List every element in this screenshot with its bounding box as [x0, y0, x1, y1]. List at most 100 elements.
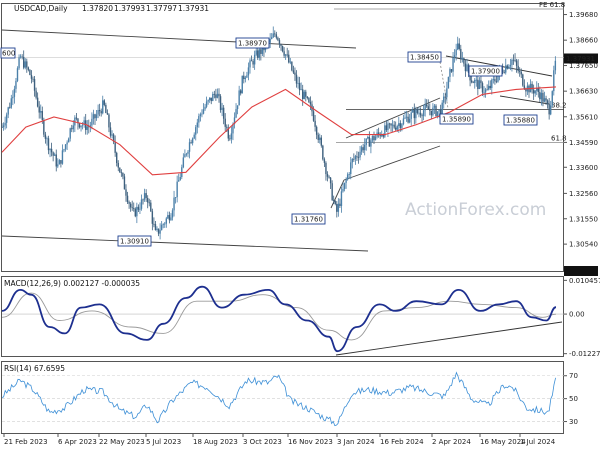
candle-body	[27, 67, 30, 70]
candle-body	[460, 48, 462, 60]
candle-body	[246, 75, 248, 78]
candle-body	[235, 109, 237, 118]
candle-body	[29, 69, 31, 75]
candle-body	[515, 60, 518, 66]
candle-body	[413, 109, 415, 119]
candle-body	[351, 158, 353, 163]
candle-body	[302, 89, 304, 99]
candle-body	[201, 113, 203, 115]
candle-body	[298, 82, 301, 91]
candle-body	[505, 65, 507, 73]
candle-body	[286, 54, 288, 56]
candle-body	[40, 111, 42, 113]
candle-body	[370, 140, 372, 147]
candle-body	[247, 67, 250, 76]
candle-body	[83, 120, 85, 125]
candle-body	[292, 70, 295, 73]
candle-body	[112, 134, 115, 142]
candle-body	[114, 141, 116, 153]
candle-body	[543, 98, 546, 102]
candle-body	[212, 93, 214, 101]
upper-channel-line	[1, 29, 357, 49]
candle-body	[66, 142, 68, 145]
candle-body	[427, 106, 429, 110]
candle-body	[88, 126, 90, 128]
candle-body	[30, 74, 33, 79]
candle-body	[12, 96, 14, 99]
candle-body	[359, 151, 361, 158]
candle-body	[405, 116, 408, 118]
candle-body	[89, 125, 92, 128]
candle-body	[105, 104, 107, 114]
x-axis-tick-label: 22 May 2023	[99, 438, 145, 446]
candle-body	[219, 96, 222, 110]
candle-body	[509, 64, 512, 67]
candle-body	[449, 69, 451, 77]
candle-body	[49, 148, 51, 151]
candle-body	[162, 224, 164, 226]
candle-body	[148, 202, 150, 204]
x-axis-tick-label: 3 Jan 2024	[337, 438, 375, 446]
candle-body	[143, 193, 146, 200]
candle-body	[492, 79, 495, 80]
candle-body	[382, 134, 384, 137]
candle-body	[467, 64, 470, 73]
x-axis-tick-label: 6 Apr 2023	[58, 438, 97, 446]
candle-body	[16, 68, 19, 81]
candle-body	[41, 111, 43, 120]
price-annotation-box	[235, 37, 270, 49]
candle-body	[452, 57, 454, 72]
candle-body	[272, 33, 274, 38]
candle-body	[525, 89, 527, 92]
fe-618-label: FE 61.8	[539, 1, 565, 9]
candle-body	[343, 182, 346, 189]
candle-body	[170, 217, 172, 221]
macd-panel-frame	[1, 276, 564, 357]
candle-body	[291, 61, 293, 71]
candle-body	[103, 100, 105, 105]
candle-body	[295, 74, 298, 84]
candle-body	[109, 127, 112, 136]
triangle-lower-line	[499, 95, 550, 105]
candle-body	[137, 206, 140, 210]
candle-body	[185, 153, 188, 155]
candle-body	[196, 122, 198, 128]
candle-body	[333, 200, 335, 202]
candle-body	[190, 142, 192, 144]
candle-body	[125, 189, 127, 196]
macd-line	[1, 285, 557, 353]
candle-body	[63, 149, 65, 151]
candle-body	[199, 114, 202, 117]
candle-body	[1, 127, 3, 128]
candle-body	[306, 96, 309, 98]
candle-body	[536, 88, 538, 91]
candle-body	[165, 218, 167, 224]
candle-body	[497, 75, 499, 82]
candle-body	[18, 57, 20, 69]
candle-body	[187, 151, 189, 154]
candle-body	[432, 107, 434, 116]
candle-body	[466, 64, 468, 72]
candle-body	[156, 228, 158, 231]
candle-body	[364, 144, 366, 151]
candle-body	[100, 111, 102, 114]
candle-body	[111, 134, 113, 136]
macd-panel: 0.010457 0.00 -0.012276	[1, 277, 600, 358]
price-annotation-label: 1.35890	[442, 116, 471, 124]
candle-body	[4, 122, 6, 126]
candle-body	[119, 167, 121, 173]
candle-body	[43, 119, 45, 135]
candle-body	[319, 137, 321, 140]
candle-body	[470, 80, 473, 83]
candle-body	[188, 142, 191, 152]
candle-body	[506, 65, 508, 69]
current-price-value: 1.37931	[566, 55, 595, 63]
candle-body	[346, 174, 349, 180]
rsi-axis-tick-label: 50	[569, 395, 578, 403]
candle-body	[238, 90, 240, 106]
candle-body	[328, 176, 330, 178]
candle-body	[191, 138, 194, 144]
candle-body	[289, 61, 291, 63]
candle-body	[368, 136, 371, 147]
